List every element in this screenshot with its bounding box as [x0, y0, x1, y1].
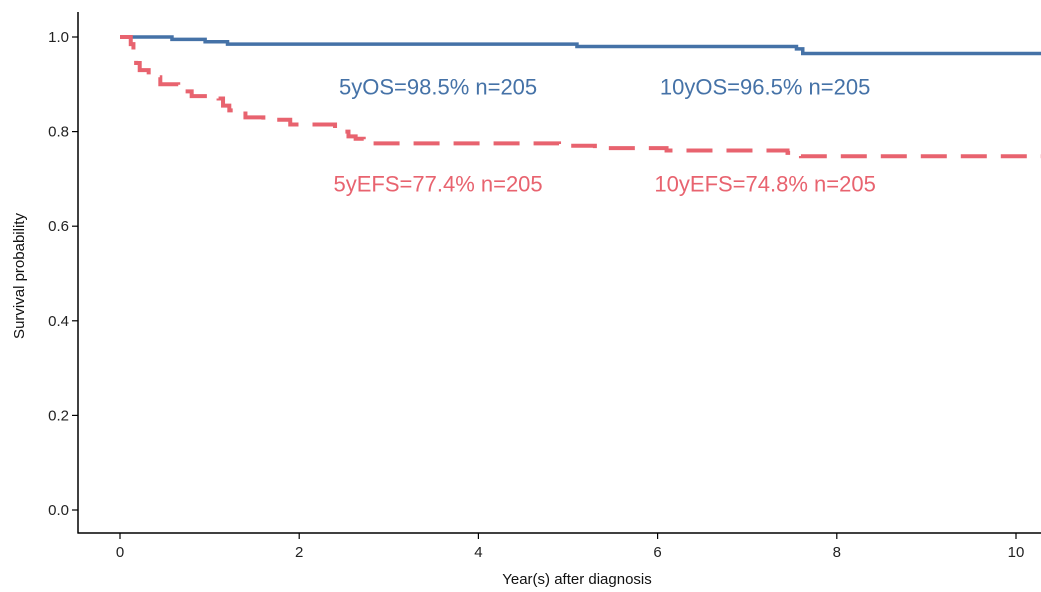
- x-tick-label: 6: [653, 544, 661, 561]
- x-tick-label: 2: [295, 544, 303, 561]
- x-tick-label: 10: [1008, 544, 1025, 561]
- x-tick-label: 4: [474, 544, 482, 561]
- efs-curve-dashed: [120, 35, 1041, 159]
- survival-annotation: 10yEFS=74.8% n=205: [654, 172, 875, 197]
- y-tick-label: 1.0: [48, 29, 69, 46]
- axes: 0.0 0.2 0.4 0.6 0.8 1.0 0 2 4 6 8 10: [48, 12, 1041, 561]
- annotations-group: 5yOS=98.5% n=205 10yOS=96.5% n=205 5yEFS=7…: [334, 75, 876, 197]
- y-tick-label: 0.4: [48, 313, 69, 330]
- x-tick-label: 8: [833, 544, 841, 561]
- y-axis-title: Survival probability: [11, 213, 28, 339]
- survival-annotation: 5yEFS=77.4% n=205: [334, 172, 543, 197]
- x-tick-label: 0: [116, 544, 124, 561]
- survival-annotation: 10yOS=96.5% n=205: [660, 75, 870, 100]
- y-tick-label: 0.2: [48, 407, 69, 424]
- x-axis-title: Year(s) after diagnosis: [502, 571, 652, 587]
- y-tick-label: 0.6: [48, 218, 69, 235]
- os-curve-solid: [120, 35, 1041, 56]
- series-group: [120, 35, 1041, 159]
- y-tick-label: 0.0: [48, 502, 69, 519]
- y-tick-label: 0.8: [48, 124, 69, 141]
- survival-annotation: 5yOS=98.5% n=205: [339, 75, 537, 100]
